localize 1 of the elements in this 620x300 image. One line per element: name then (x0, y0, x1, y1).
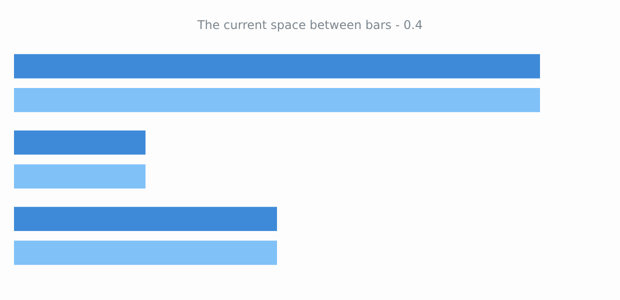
chart-title: The current space between bars - 0.4 (196, 18, 423, 32)
